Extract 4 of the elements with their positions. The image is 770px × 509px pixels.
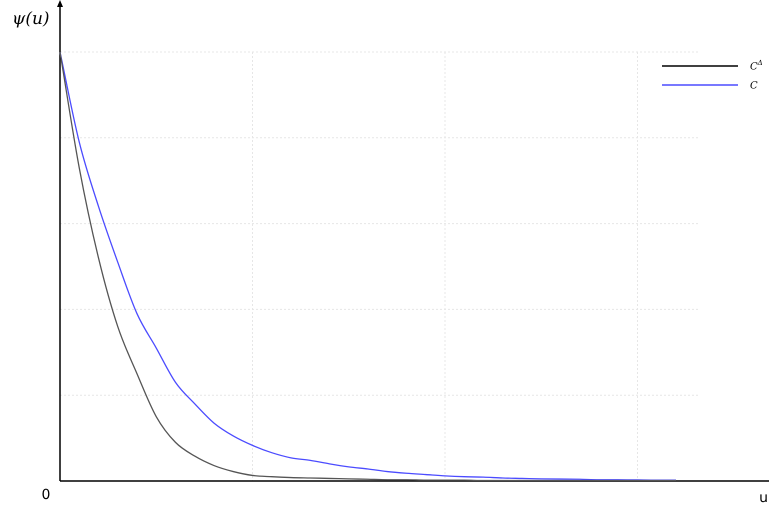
y-axis-title: ψ(u) <box>12 9 50 29</box>
x-axis-title: u <box>759 490 768 506</box>
text: 0 <box>42 487 50 503</box>
text: C <box>750 80 758 92</box>
